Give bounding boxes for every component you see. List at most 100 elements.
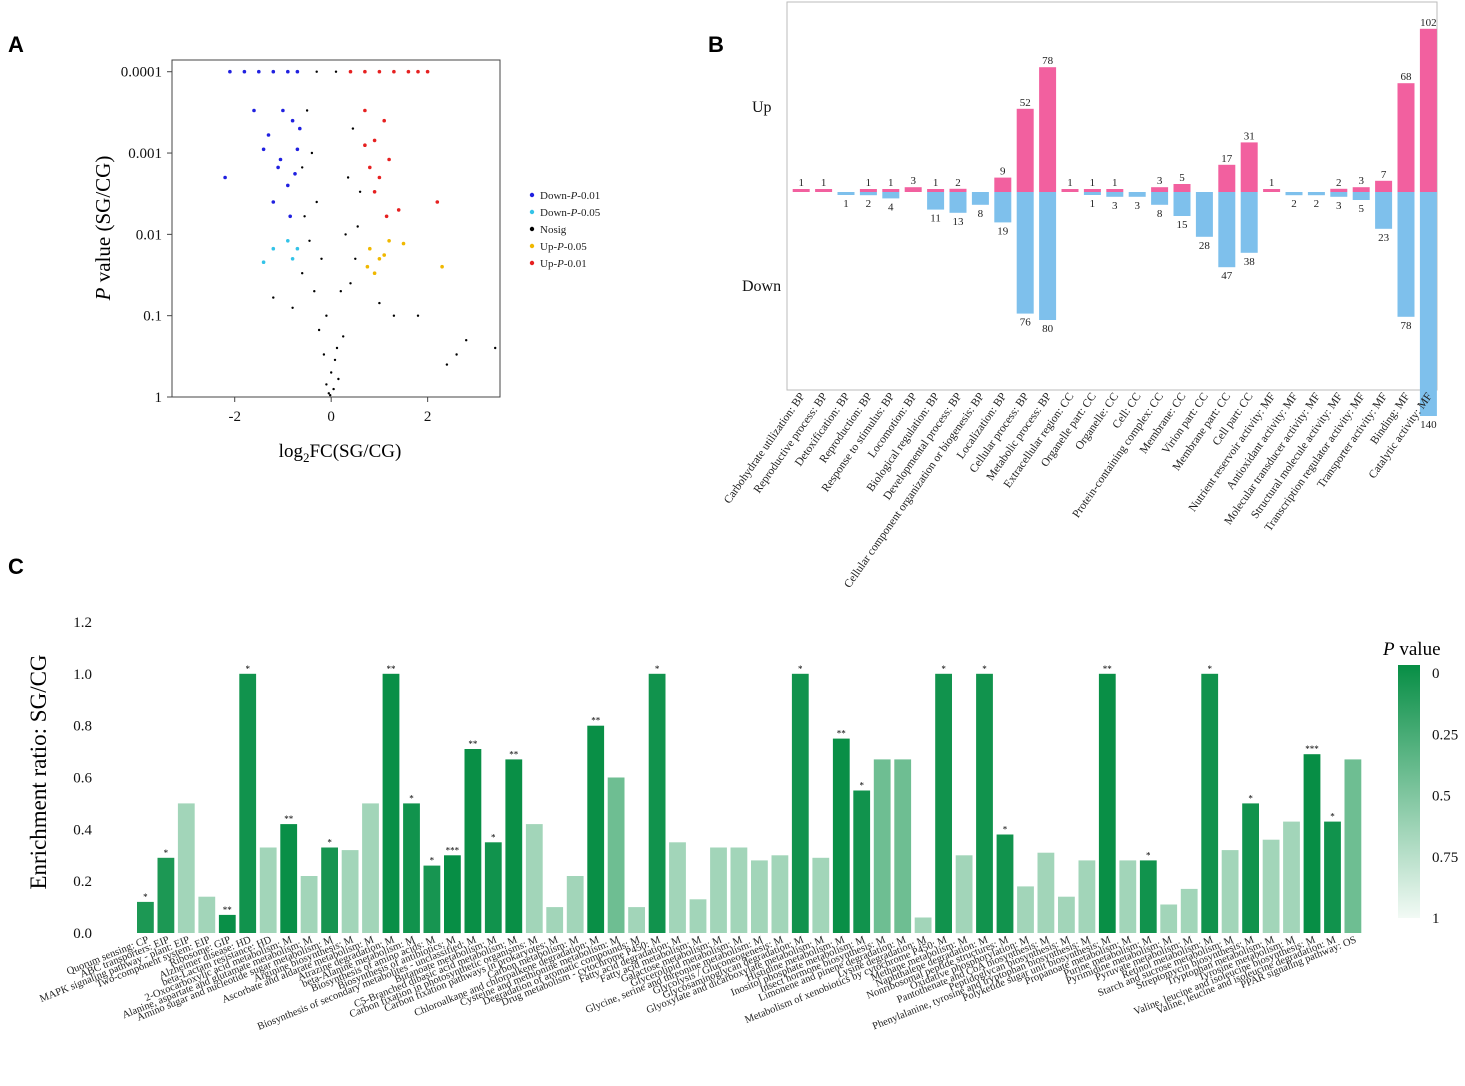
enrichment-bar: [1303, 754, 1321, 933]
up-bar-value: 1: [1067, 177, 1073, 189]
up-bar-value: 3: [1358, 175, 1364, 187]
enrichment-bar: [1324, 821, 1341, 933]
point-nosig: [358, 190, 362, 193]
up-bar-value: 2: [1336, 177, 1342, 189]
significance-mark: *: [1003, 825, 1008, 835]
down-bar: [1397, 192, 1415, 317]
enrichment-bar: [1201, 673, 1219, 933]
point-up-p-0-05: [401, 241, 406, 246]
colorbar-tick-label: 1: [1432, 911, 1440, 927]
up-bar-value: 1: [866, 177, 872, 189]
point-nosig: [342, 335, 345, 338]
enrichment-bar: [423, 865, 441, 933]
enrichment-bar: [1242, 803, 1259, 933]
point-up-p-0-01: [372, 190, 377, 194]
point-up-p-0-01: [377, 69, 382, 74]
enrichment-bar: [321, 847, 338, 933]
point-down-p-0-01: [295, 69, 300, 74]
point-down-p-0-01: [278, 157, 283, 162]
enrichment-bar: [710, 847, 727, 933]
legend-marker: [529, 243, 535, 249]
enrichment-bar: [976, 673, 993, 933]
significance-mark: **: [837, 729, 847, 739]
down-bar-value: 76: [1020, 317, 1032, 329]
point-nosig: [333, 358, 337, 362]
significance-mark: **: [468, 739, 478, 749]
point-nosig: [330, 371, 333, 374]
up-bar-value: 102: [1420, 17, 1437, 29]
up-bar-value: 1: [821, 177, 827, 189]
significance-mark: *: [164, 848, 169, 858]
volcano-x-axis-label: log2FC(SG/CG): [279, 441, 402, 465]
down-bar: [1016, 192, 1034, 314]
point-down-p-0-05: [286, 239, 290, 243]
point-nosig: [315, 70, 318, 73]
point-nosig: [465, 339, 468, 342]
legend-label: Down-P-0.05: [540, 207, 601, 219]
x-tick-label: 2: [424, 409, 432, 425]
enrichment-bar: [177, 803, 195, 933]
point-up-p-0-05: [365, 264, 370, 269]
up-bar-value: 7: [1381, 169, 1387, 181]
point-up-p-0-05: [382, 253, 387, 257]
enrichment-bar: [955, 855, 973, 934]
point-nosig: [349, 282, 352, 285]
down-bar-value: 78: [1401, 320, 1413, 332]
colorbar-tick-label: 0.75: [1432, 850, 1458, 866]
enrichment-bar: [566, 876, 584, 933]
significance-mark: *: [245, 664, 250, 674]
enrichment-bar: [751, 860, 768, 933]
up-bar: [994, 177, 1012, 192]
legend-label: Down-P-0.01: [540, 190, 600, 202]
panel-label-a: A: [8, 32, 24, 57]
y-tick-label: 1.2: [73, 615, 92, 631]
point-nosig: [416, 314, 420, 317]
y-tick-label: 0.2: [73, 874, 92, 890]
up-bar-value: 17: [1221, 153, 1233, 165]
enrichment-bar: [1139, 860, 1157, 933]
down-bar-value: 23: [1378, 232, 1390, 244]
down-bar-value: 1: [843, 198, 849, 210]
kegg-y-axis-label: Enrichment ratio: SG/CG: [26, 654, 51, 889]
point-up-p-0-05: [368, 246, 372, 251]
enrichment-bar: [1221, 850, 1239, 933]
enrichment-bar: [1017, 886, 1034, 933]
down-bar: [1128, 192, 1146, 197]
point-nosig: [337, 377, 340, 381]
point-nosig: [351, 127, 355, 130]
down-bar-value: 2: [1291, 198, 1297, 210]
down-bar: [1218, 192, 1236, 268]
point-up-p-0-05: [377, 257, 382, 261]
up-bar: [1330, 188, 1348, 192]
enrichment-bar: [239, 673, 257, 933]
legend-label: Up-P-0.01: [540, 258, 587, 270]
enrichment-bar: [525, 824, 543, 933]
point-down-p-0-01: [286, 183, 290, 188]
enrichment-bar: [505, 759, 523, 933]
up-bar: [949, 188, 967, 192]
point-nosig: [305, 109, 309, 112]
enrichment-bar: [607, 777, 625, 933]
enrichment-bar: [362, 803, 379, 933]
point-nosig: [346, 176, 350, 179]
colorbar-tick-label: 0.5: [1432, 789, 1451, 805]
up-bar: [792, 189, 810, 192]
up-bar-value: 2: [955, 177, 961, 189]
up-bar-value: 68: [1401, 71, 1413, 83]
point-nosig: [334, 70, 338, 73]
enrichment-bar: [812, 857, 830, 933]
enrichment-bar: [1058, 896, 1075, 933]
point-down-p-0-01: [271, 200, 276, 204]
point-up-p-0-01: [363, 143, 367, 147]
point-up-p-0-01: [377, 175, 382, 180]
enrichment-bar: [198, 896, 216, 933]
up-bar-value: 31: [1244, 130, 1255, 142]
enrichment-bar: [1283, 821, 1300, 933]
significance-mark: *: [1330, 812, 1335, 822]
point-down-p-0-05: [295, 246, 300, 251]
enrichment-bar: [1262, 839, 1280, 933]
point-down-p-0-01: [261, 147, 266, 152]
point-nosig: [455, 353, 458, 356]
up-bar-value: 1: [888, 177, 894, 189]
point-down-p-0-01: [281, 108, 285, 113]
